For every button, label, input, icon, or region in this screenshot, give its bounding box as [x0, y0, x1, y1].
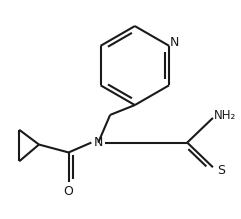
- Text: O: O: [64, 185, 74, 198]
- Text: N: N: [169, 36, 179, 49]
- Text: S: S: [217, 164, 225, 177]
- Text: N: N: [94, 136, 103, 149]
- Text: NH₂: NH₂: [214, 110, 236, 122]
